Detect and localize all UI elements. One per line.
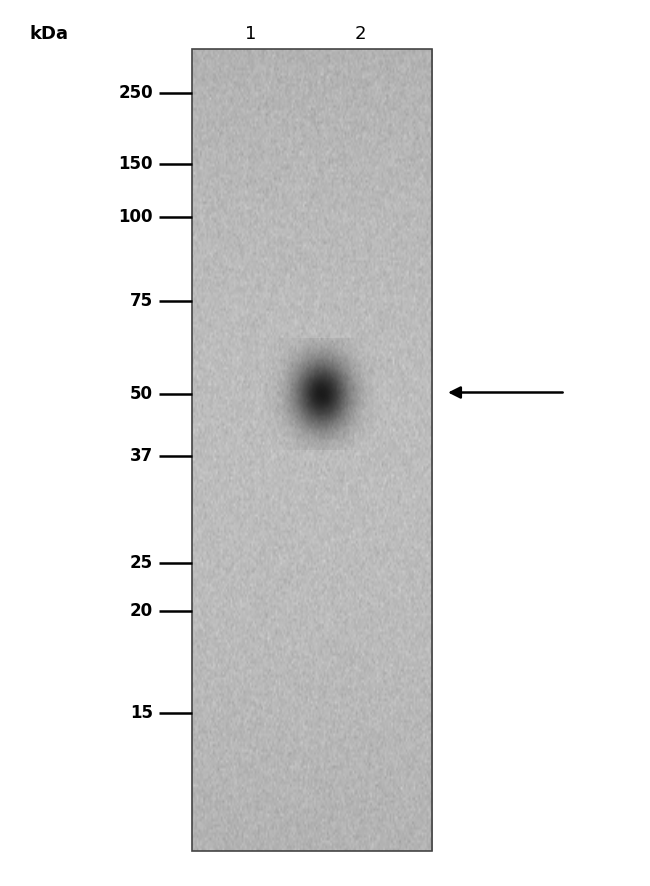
Text: 20: 20: [129, 602, 153, 620]
Text: 75: 75: [129, 292, 153, 310]
Text: 15: 15: [130, 704, 153, 722]
Text: 2: 2: [355, 25, 367, 43]
Text: 250: 250: [118, 84, 153, 102]
Text: kDa: kDa: [29, 25, 68, 43]
Text: 100: 100: [118, 208, 153, 226]
Text: 150: 150: [118, 155, 153, 173]
Text: 37: 37: [129, 447, 153, 465]
Text: 25: 25: [129, 554, 153, 571]
Text: 50: 50: [130, 385, 153, 403]
Text: 1: 1: [244, 25, 256, 43]
Bar: [192, 49, 432, 851]
